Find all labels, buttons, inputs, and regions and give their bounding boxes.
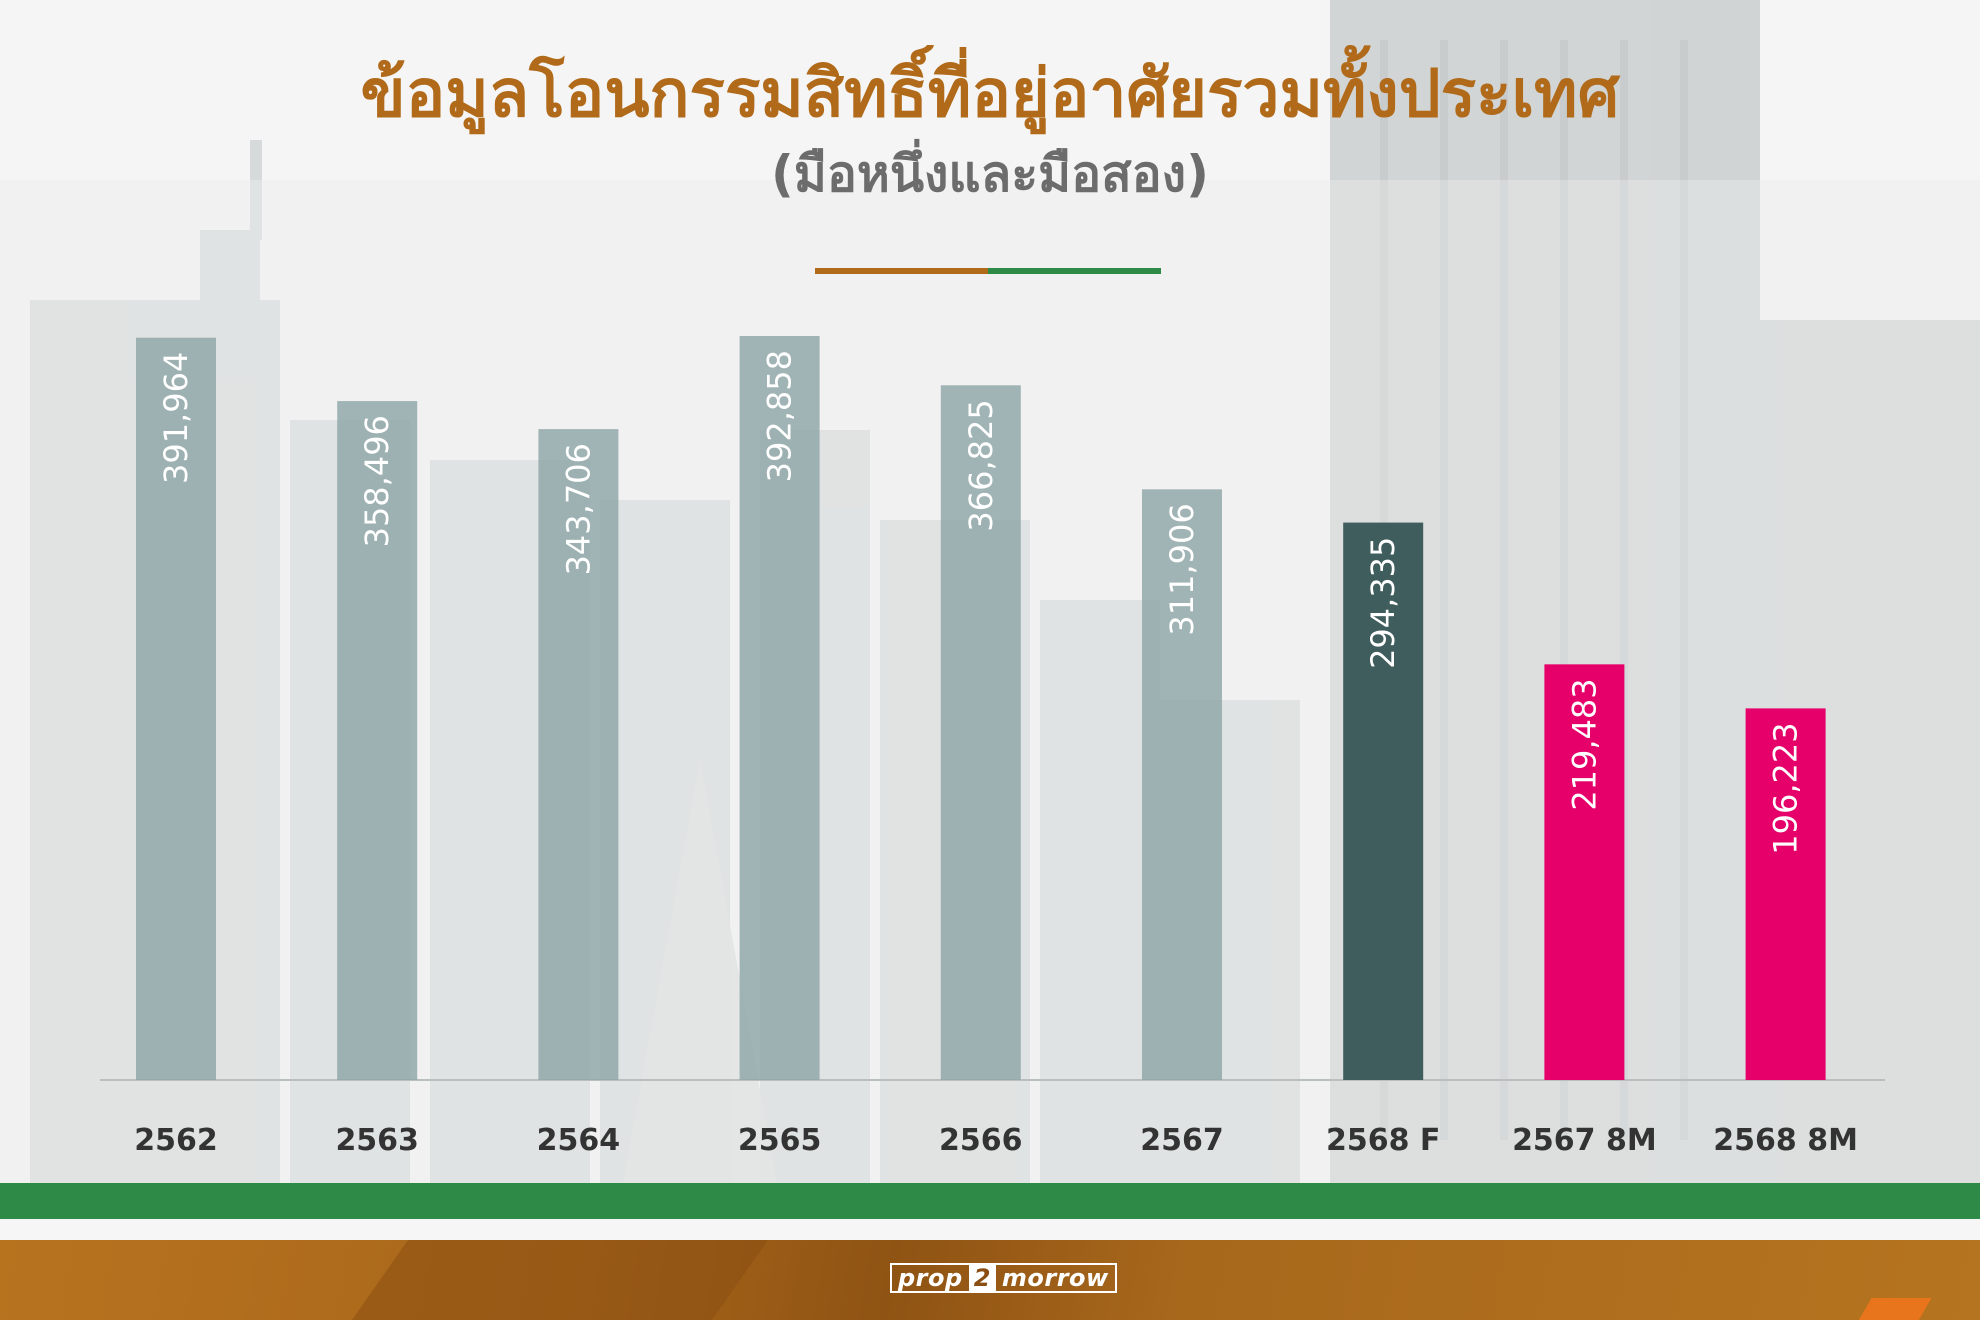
prop2morrow-logo: prop 2 morrow xyxy=(890,1262,1117,1294)
x-tick-label-2566: 2566 xyxy=(939,1123,1023,1158)
chart-title: ข้อมูลโอนกรรมสิทธิ์ที่อยู่อาศัยรวมทั้งปร… xyxy=(360,55,1620,132)
value-label-2568-8m: 196,223 xyxy=(1767,722,1805,854)
x-tick-label-2565: 2565 xyxy=(738,1123,822,1158)
x-tick-label-2567: 2567 xyxy=(1140,1123,1224,1158)
logo-part-prop: prop xyxy=(890,1263,971,1293)
bar-2568-8m xyxy=(1745,708,1826,1080)
bar-2565 xyxy=(739,336,820,1080)
white-band xyxy=(0,1219,1980,1240)
value-label-2564: 343,706 xyxy=(559,443,597,575)
bar-2567-8m xyxy=(1544,664,1625,1080)
x-tick-label-2567-8m: 2567 8M xyxy=(1512,1123,1657,1158)
value-label-2565: 392,858 xyxy=(761,350,799,482)
value-label-2562: 391,964 xyxy=(157,352,195,484)
bar-2562 xyxy=(136,337,216,1080)
value-label-2566: 366,825 xyxy=(962,399,1000,531)
value-label-2567: 311,906 xyxy=(1163,503,1201,635)
logo-part-morrow: morrow xyxy=(993,1263,1117,1293)
x-tick-label-2568-8m: 2568 8M xyxy=(1713,1123,1858,1158)
green-band xyxy=(0,1183,1980,1219)
value-label-2568-f: 294,335 xyxy=(1364,537,1402,669)
value-label-2563: 358,496 xyxy=(358,415,396,547)
bar-2563 xyxy=(337,401,418,1081)
value-label-2567-8m: 219,483 xyxy=(1565,678,1603,810)
x-tick-label-2562: 2562 xyxy=(134,1123,218,1158)
x-tick-label-2568-f: 2568 F xyxy=(1326,1123,1440,1158)
x-tick-label-2563: 2563 xyxy=(335,1123,419,1158)
bar-2567 xyxy=(1142,489,1222,1080)
x-tick-label-2564: 2564 xyxy=(537,1123,621,1158)
bar-2564 xyxy=(538,429,619,1081)
footer-decoration xyxy=(351,1240,769,1320)
title-divider xyxy=(815,268,1161,274)
chart-subtitle: (มือหนึ่งและมือสอง) xyxy=(771,145,1209,203)
bar-2568-f xyxy=(1343,522,1424,1080)
footer-corner-decoration xyxy=(1848,1298,1932,1320)
bar-2566 xyxy=(940,385,1021,1081)
logo-part-2: 2 xyxy=(970,1263,994,1293)
